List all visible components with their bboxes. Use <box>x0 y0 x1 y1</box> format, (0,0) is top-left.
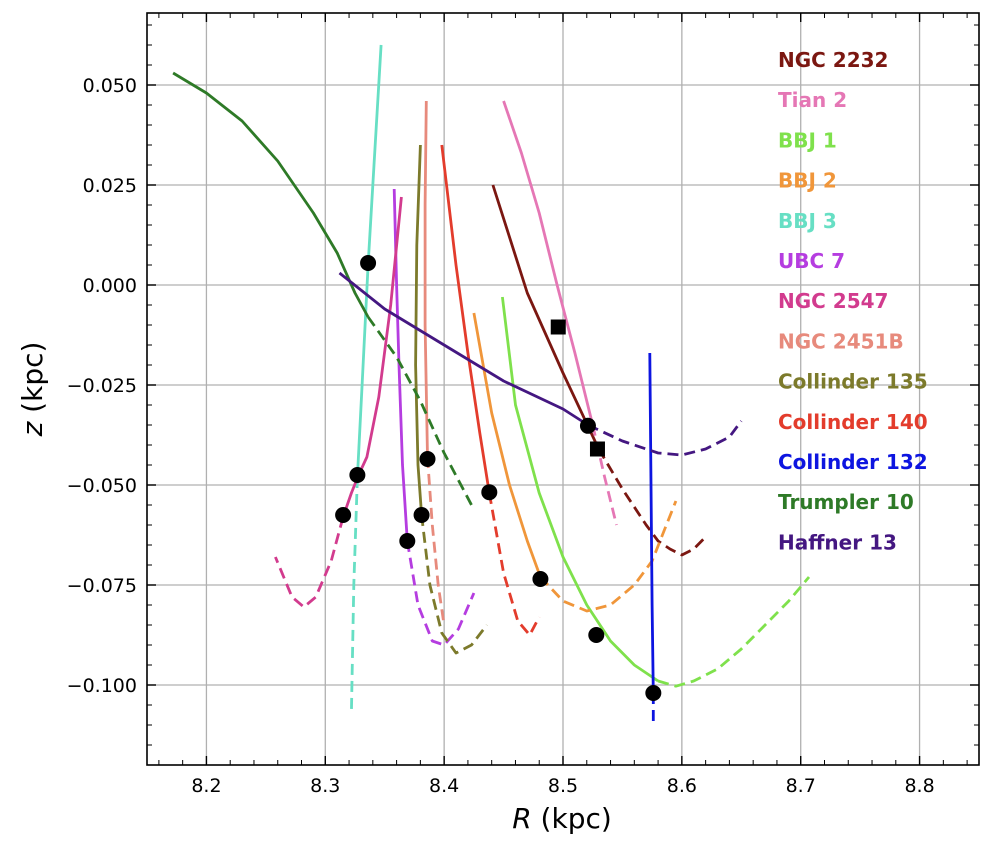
y-tick-label: −0.025 <box>67 375 137 397</box>
legend-entry-bbj-3: BBJ 3 <box>778 209 837 233</box>
marker-point-bbj-1 <box>588 627 605 643</box>
x-tick-label: 8.7 <box>786 775 816 797</box>
y-tick-label: 0.050 <box>83 75 137 97</box>
series-dashed-ngc-2232 <box>597 448 707 557</box>
y-tick-label: −0.050 <box>67 475 137 497</box>
x-tick-label: 8.2 <box>191 775 221 797</box>
marker-square-tian-2 <box>550 319 566 335</box>
series-dashed-tian-2 <box>591 424 618 526</box>
y-axis-label: z (kpc) <box>16 342 49 438</box>
series-lines <box>172 44 811 725</box>
marker-point-ngc-2547 <box>349 467 366 483</box>
y-axis-label-unit: (kpc) <box>16 342 49 422</box>
marker-point-bbj-3 <box>360 255 377 271</box>
series-line-haffner-13 <box>338 271 589 427</box>
series-dashed-ubc-7 <box>405 540 476 647</box>
y-tick-label: −0.075 <box>67 575 137 597</box>
series-dashed-bbj-2 <box>539 500 678 613</box>
marker-square-ngc-2232 <box>589 441 605 457</box>
series-line-bbj-1 <box>501 296 659 683</box>
series-dashed-haffner-13 <box>587 420 743 457</box>
legend: NGC 2232 Tian 2 BBJ 1 BBJ 2 BBJ 3 UBC 7 NGC 25… <box>778 48 928 554</box>
x-axis-label: R (kpc) <box>512 802 612 835</box>
y-tick-labels: 0.050 0.025 0.000 −0.025 −0.050 −0.075 −0.100 <box>67 75 137 697</box>
x-tick-label: 8.4 <box>429 775 459 797</box>
legend-entry-haffner-13: Haffner 13 <box>778 530 897 554</box>
marker-point-collinder-135 <box>413 507 430 523</box>
x-tick-labels: 8.2 8.3 8.4 8.5 8.6 8.7 8.8 <box>191 775 934 797</box>
series-dashed-ngc-2547 <box>274 516 345 609</box>
x-axis-label-unit: (kpc) <box>532 802 612 835</box>
series-line-collinder-140 <box>440 144 491 494</box>
series-dashed-collinder-135 <box>420 514 489 655</box>
legend-entry-ngc-2451b: NGC 2451B <box>778 329 904 353</box>
series-line-tian-2 <box>502 100 595 426</box>
ticks <box>147 13 979 766</box>
series-line-bbj-2 <box>472 312 542 578</box>
legend-entry-trumpler-10: Trumpler 10 <box>778 490 914 514</box>
legend-entry-collinder-135: Collinder 135 <box>778 370 928 394</box>
x-tick-label: 8.3 <box>310 775 340 797</box>
series-dashed-bbj-3 <box>350 476 359 714</box>
x-tick-label: 8.5 <box>548 775 578 797</box>
x-tick-label: 8.8 <box>904 775 934 797</box>
series-line-ngc-2451b <box>423 100 429 458</box>
legend-entry-ngc-2547: NGC 2547 <box>778 289 888 313</box>
y-axis-label-symbol: z <box>16 420 49 437</box>
x-tick-label: 8.6 <box>667 775 697 797</box>
y-tick-label: 0.000 <box>83 275 137 297</box>
y-tick-label: −0.100 <box>67 675 137 697</box>
marker-point-collinder-132 <box>645 685 662 701</box>
y-tick-label: 0.025 <box>83 175 137 197</box>
series-line-trumpler-10 <box>172 71 370 318</box>
series-line-collinder-135 <box>414 144 423 516</box>
marker-point-haffner-13 <box>579 417 596 434</box>
legend-entry-collinder-132: Collinder 132 <box>778 450 928 474</box>
markers <box>335 255 662 701</box>
series-dashed-trumpler-10 <box>366 316 473 506</box>
marker-point-ngc-2547 <box>335 507 352 523</box>
series-dashed-bbj-1 <box>657 576 811 688</box>
legend-entry-bbj-2: BBJ 2 <box>778 169 837 193</box>
marker-point-ubc-7 <box>399 533 416 549</box>
marker-point-collinder-140 <box>481 484 498 501</box>
legend-entry-ngc-2232: NGC 2232 <box>778 48 888 72</box>
marker-point-ngc-2451b <box>419 451 436 467</box>
legend-entry-tian-2: Tian 2 <box>778 88 847 112</box>
series-dashed-collinder-140 <box>487 492 541 637</box>
series-dashed-ngc-2451b <box>426 456 446 626</box>
legend-entry-ubc-7: UBC 7 <box>778 249 845 273</box>
series-line-ngc-2232 <box>491 184 600 450</box>
legend-entry-collinder-140: Collinder 140 <box>778 410 928 434</box>
marker-point-bbj-2 <box>532 571 549 587</box>
x-axis-label-symbol: R <box>512 802 531 835</box>
series-line-collinder-132 <box>648 352 655 694</box>
grid <box>147 13 979 765</box>
series-line-ngc-2547 <box>341 196 403 518</box>
legend-entry-bbj-1: BBJ 1 <box>778 128 837 152</box>
